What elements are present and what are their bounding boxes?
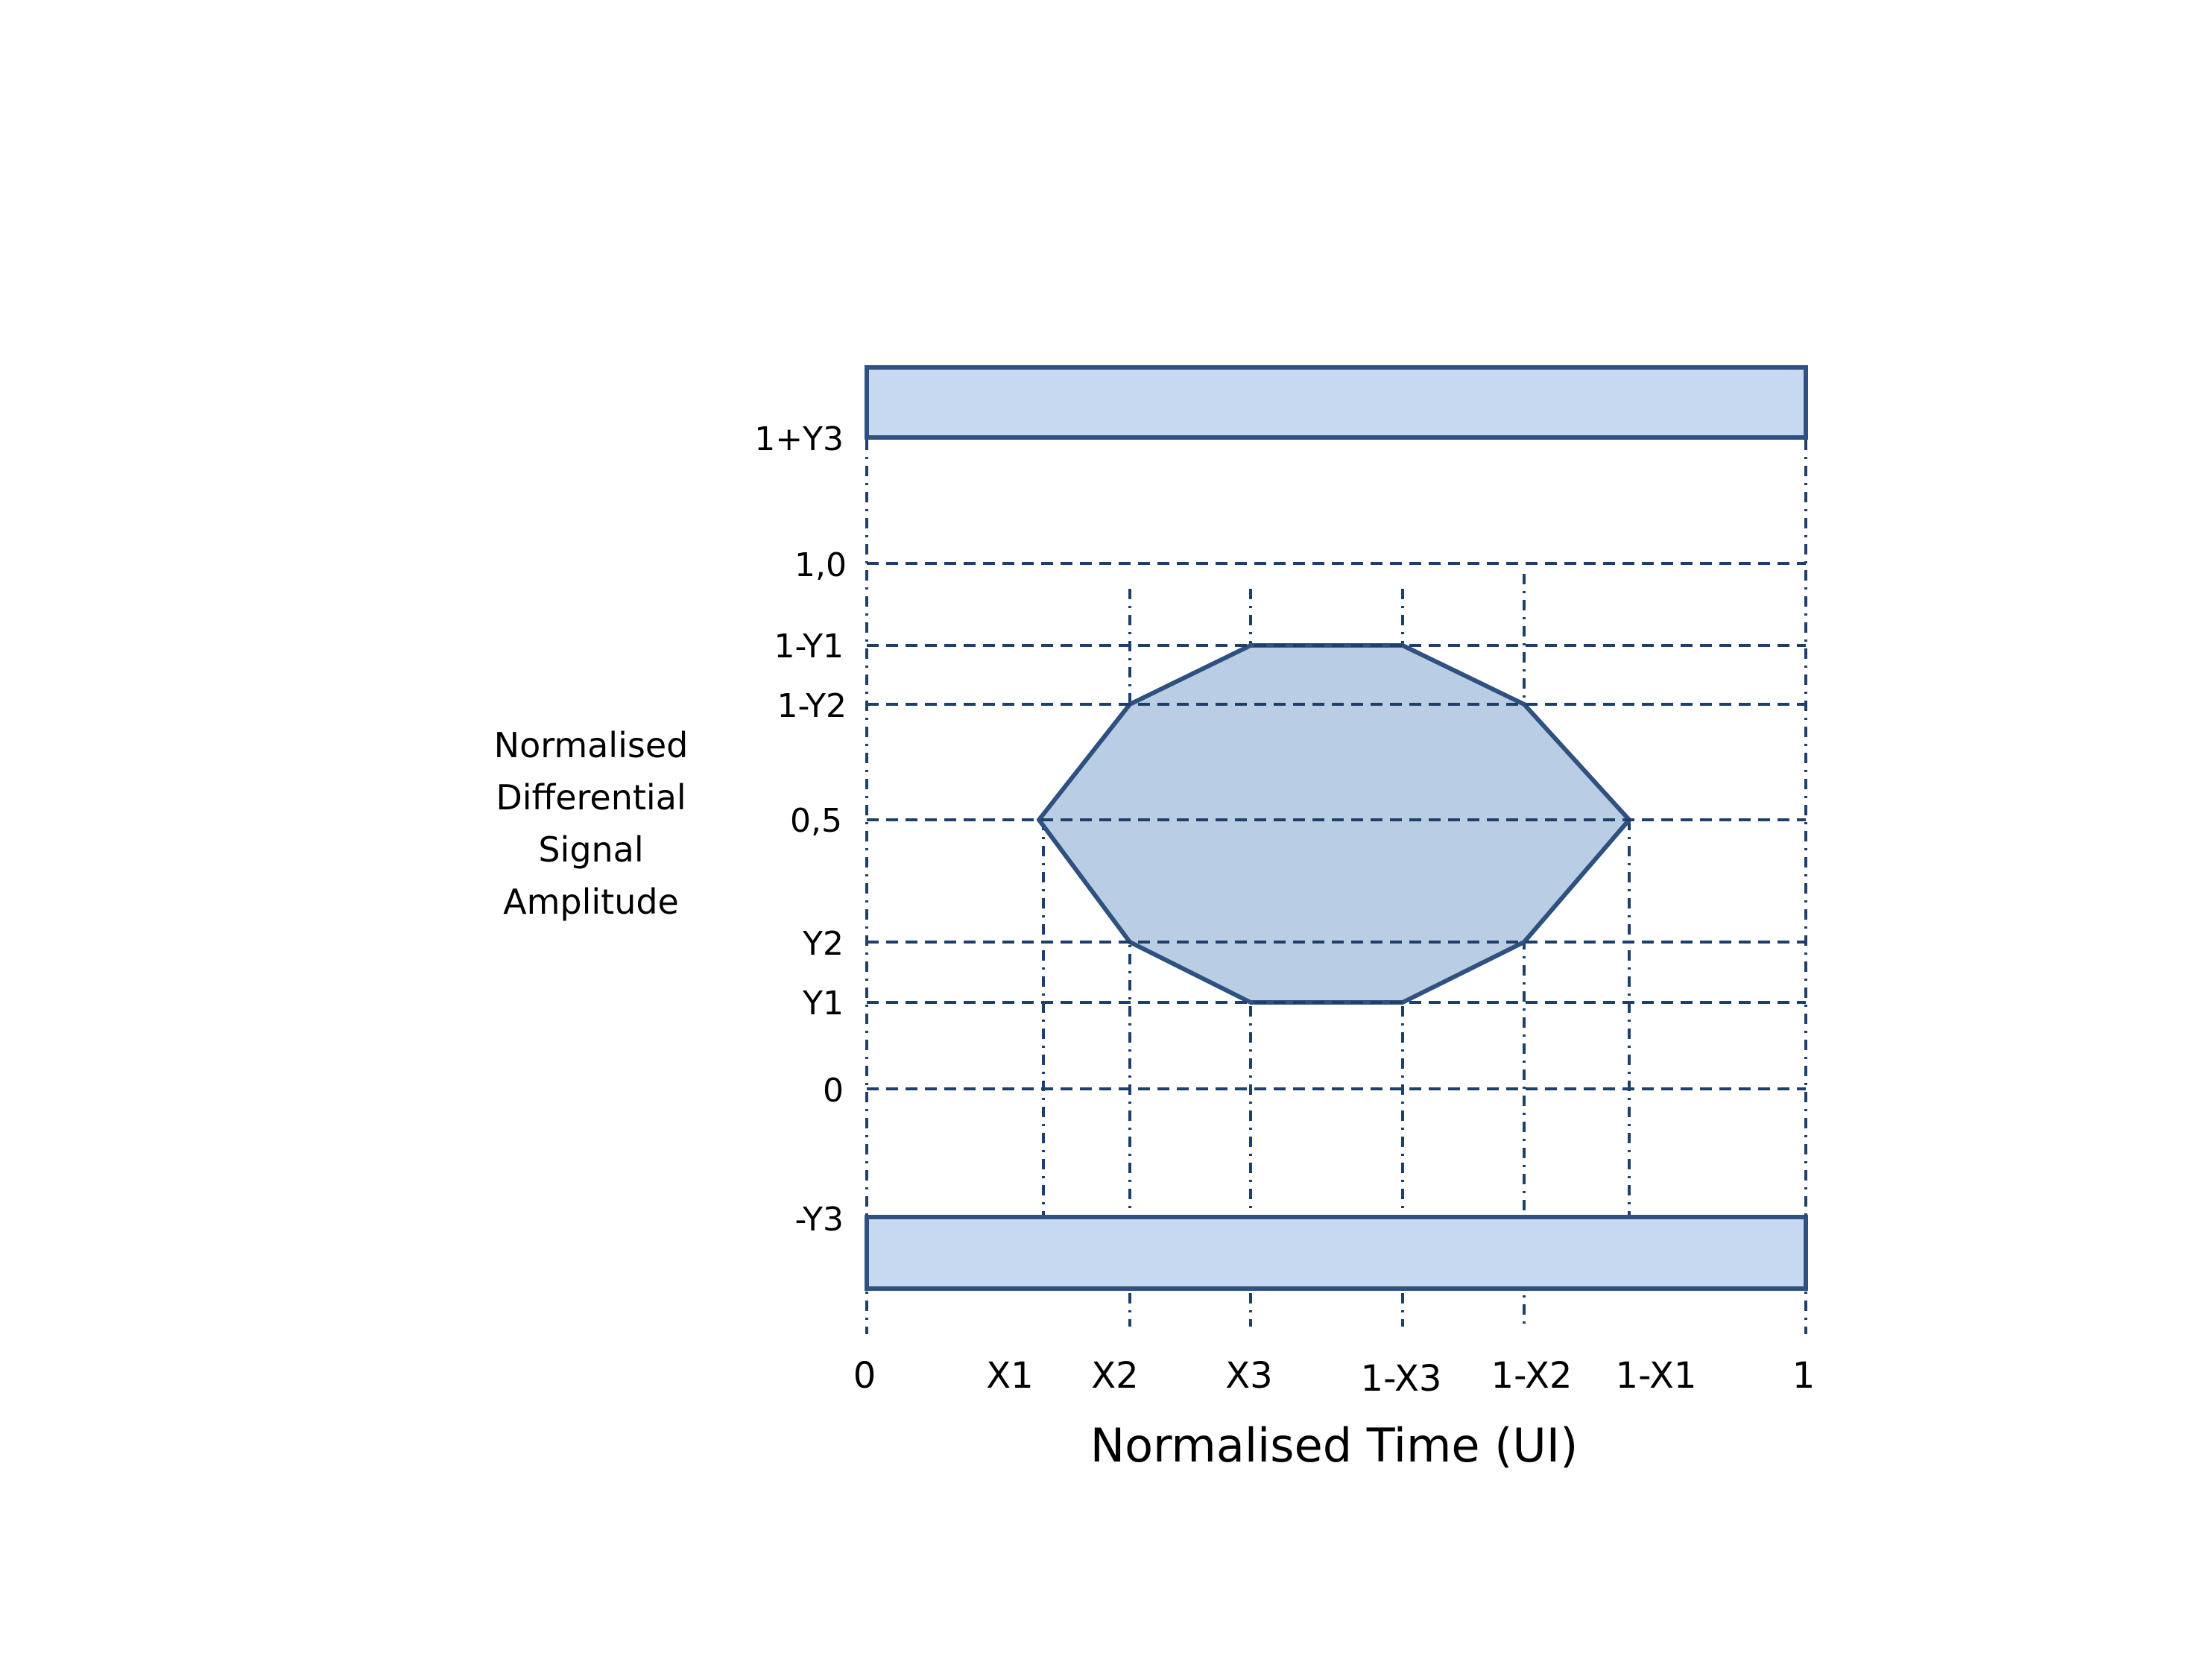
top-limit-bar <box>865 365 1808 440</box>
x-label-x1: X1 <box>986 1355 1033 1397</box>
y-axis-title: Normalised Differential Signal Amplitude <box>494 725 689 922</box>
x-label-1-x3: 1-X3 <box>1361 1358 1442 1400</box>
x-label-x3: X3 <box>1225 1355 1272 1397</box>
y-axis-title-line-4: Amplitude <box>503 882 679 922</box>
y-label-1-0: 1,0 <box>794 546 847 584</box>
y-label-minus-y3: -Y3 <box>794 1201 844 1239</box>
x-axis-title: Normalised Time (UI) <box>1090 1418 1579 1473</box>
y-label-1-y2: 1-Y2 <box>777 687 847 725</box>
y-label-1-plus-y3: 1+Y3 <box>754 420 844 458</box>
eye-opening-region <box>1037 643 1631 1005</box>
y-axis-title-line-3: Signal <box>538 829 643 870</box>
y-label-1-y1: 1-Y1 <box>774 628 844 666</box>
bottom-limit-bar <box>865 1215 1808 1291</box>
y-label-0-5: 0,5 <box>790 802 842 840</box>
x-label-1-x2: 1-X2 <box>1491 1355 1573 1397</box>
y-label-y1: Y1 <box>802 985 844 1023</box>
horizontal-gridlines <box>867 562 1806 1090</box>
x-label-x2: X2 <box>1091 1355 1138 1397</box>
x-label-1: 1 <box>1792 1355 1816 1397</box>
y-label-y2: Y2 <box>802 925 844 963</box>
x-label-1-x1: 1-X1 <box>1616 1355 1697 1397</box>
x-label-0: 0 <box>853 1355 876 1397</box>
y-axis-title-line-2: Differential <box>496 777 686 818</box>
y-label-0: 0 <box>823 1072 844 1110</box>
x-tick-labels: 0 X1 X2 X3 1-X3 1-X2 1-X1 1 <box>853 1355 1816 1400</box>
y-tick-labels: 1+Y3 1,0 1-Y1 1-Y2 0,5 Y2 Y1 0 -Y3 <box>754 420 847 1239</box>
y-axis-title-line-1: Normalised <box>494 725 689 765</box>
